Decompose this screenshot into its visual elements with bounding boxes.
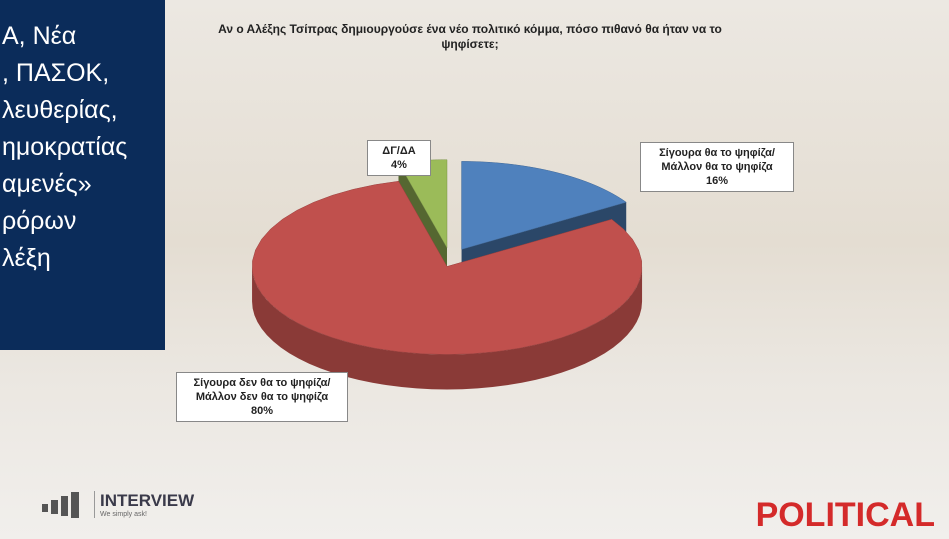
chart-title: Αν ο Αλέξης Τσίπρας δημιουργούσε ένα νέο… bbox=[218, 22, 722, 51]
value-label: 4% bbox=[391, 159, 407, 171]
logo-interview: INTERVIEW We simply ask! bbox=[40, 490, 194, 518]
slice-label: Σίγουρα θα το ψηφίζα/Μάλλον θα το ψηφίζα… bbox=[640, 142, 794, 192]
category-label: Σίγουρα δεν θα το ψηφίζα/Μάλλον δεν θα τ… bbox=[193, 377, 331, 403]
slice-label: ΔΓ/ΔΑ 4% bbox=[367, 140, 431, 176]
caption-line: ημοκρατίας bbox=[2, 133, 128, 161]
logo-name: INTERVIEW bbox=[100, 490, 195, 510]
caption-line: , ΠΑΣΟΚ, bbox=[2, 59, 110, 87]
caption-line: αμενές» bbox=[2, 170, 92, 198]
value-label: 16% bbox=[705, 175, 729, 187]
category-label: Σίγουρα θα το ψηφίζα/Μάλλον θα το ψηφίζα bbox=[659, 147, 775, 173]
caption-line: Α, Νέα bbox=[2, 22, 77, 50]
caption-line: ρόρων bbox=[2, 207, 77, 235]
value-label: 80% bbox=[250, 405, 274, 417]
category-label: ΔΓ/ΔΑ bbox=[382, 145, 416, 157]
slice bbox=[252, 180, 642, 355]
caption-line: λευθερίας, bbox=[2, 96, 118, 124]
caption-box: Α, Νέα , ΠΑΣΟΚ, λευθερίας, ημοκρατίας αμ… bbox=[0, 0, 165, 350]
logo-icon bbox=[42, 492, 79, 518]
slice-label: Σίγουρα δεν θα το ψηφίζα/Μάλλον δεν θα τ… bbox=[176, 372, 348, 422]
logo-slogan: We simply ask! bbox=[100, 510, 147, 518]
slice bbox=[461, 161, 627, 250]
caption-line: λέξη bbox=[2, 244, 51, 272]
logo-political: POLITICAL bbox=[755, 496, 935, 534]
slice-side bbox=[252, 266, 643, 390]
